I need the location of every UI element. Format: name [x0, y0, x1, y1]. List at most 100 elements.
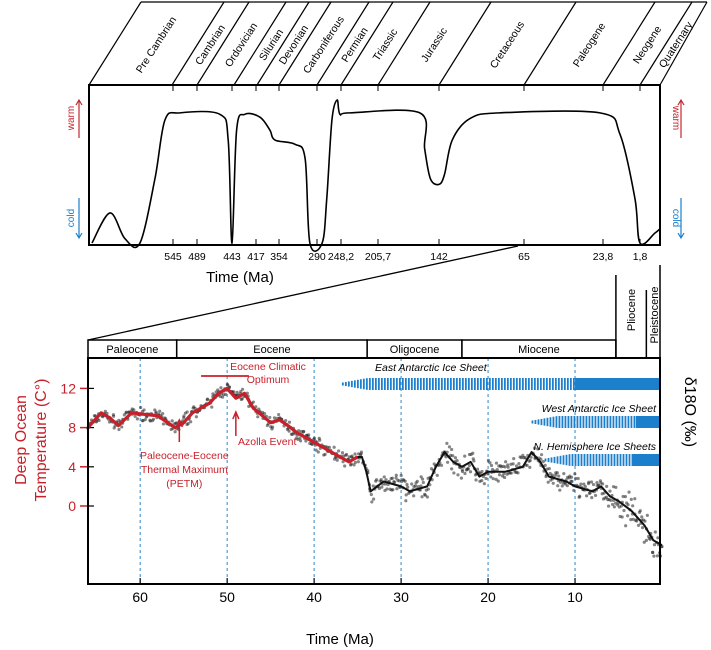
scatter-point	[284, 418, 288, 423]
ice-sheet-partial-mark	[485, 378, 488, 390]
scatter-point	[343, 464, 347, 468]
ice-sheet-partial-mark	[461, 378, 464, 390]
ice-sheet-partial-mark	[344, 381, 347, 387]
scatter-point	[349, 462, 353, 466]
scatter-point	[132, 408, 136, 412]
scatter-point	[560, 484, 564, 488]
scatter-point	[606, 504, 611, 508]
ice-sheet-partial-mark	[556, 456, 559, 464]
scatter-point	[556, 484, 560, 488]
period-divider	[196, 1, 250, 86]
ice-sheet-partial-mark	[586, 454, 589, 466]
scatter-point	[143, 418, 147, 422]
scatter-point	[405, 482, 409, 487]
scatter-point	[335, 458, 339, 462]
scatter-point	[612, 505, 616, 509]
scatter-point	[399, 473, 403, 478]
ice-sheet-partial-mark	[383, 378, 386, 390]
ice-sheet-partial-mark	[546, 417, 549, 427]
scatter-point	[404, 499, 408, 503]
scatter-point	[240, 387, 245, 391]
ice-sheet-partial-mark	[542, 378, 545, 390]
period-divider	[340, 1, 394, 86]
ice-sheet-partial-mark	[359, 379, 362, 389]
ice-sheet-partial-mark	[428, 378, 431, 390]
ice-sheet-partial-mark	[572, 378, 575, 390]
scatter-point	[504, 460, 508, 464]
scatter-point	[421, 480, 425, 485]
up-arrow-icon	[677, 98, 685, 106]
ice-sheet-partial-mark	[533, 378, 536, 390]
cold-label-right-text: cold	[670, 209, 681, 227]
x-axis-title: Time (Ma)	[206, 269, 274, 286]
x-tick-label: 205,7	[365, 251, 391, 263]
scatter-point	[420, 477, 425, 481]
scatter-point	[463, 471, 467, 476]
x-tick-label: 40	[306, 589, 322, 605]
x-axis-title: Time (Ma)	[306, 631, 374, 648]
azolla-label: Azolla Event	[238, 436, 296, 448]
scatter-point	[374, 478, 379, 482]
ice-sheet-partial-mark	[573, 416, 576, 428]
period-divider	[88, 1, 142, 86]
ice-sheet-partial-mark	[368, 378, 371, 390]
warm-label-right-text: warm	[670, 105, 681, 130]
y-axis-title-line: Temperature (C°)	[33, 379, 50, 502]
scatter-point	[631, 504, 635, 508]
period-label: Triassic	[371, 27, 401, 64]
scatter-point	[536, 447, 540, 451]
ice-sheet-partial-mark	[407, 378, 410, 390]
y-axis-title-line: Deep Ocean	[13, 395, 30, 485]
scatter-point	[572, 488, 576, 493]
ice-sheet-partial-mark	[600, 416, 603, 428]
ice-sheet-partial-mark	[494, 378, 497, 390]
ice-sheet-partial-mark	[568, 454, 571, 466]
ice-sheet-partial-mark	[416, 378, 419, 390]
scatter-point	[182, 414, 186, 418]
ice-sheet-partial-mark	[431, 378, 434, 390]
scatter-point	[626, 514, 630, 518]
x-tick-label: 248,2	[328, 251, 354, 263]
ice-sheet-partial-mark	[557, 378, 560, 390]
ice-sheet-partial-mark	[633, 416, 636, 428]
ice-sheet-partial-mark	[537, 419, 540, 425]
ice-sheet-partial-mark	[569, 378, 572, 390]
scatter-point	[480, 479, 484, 483]
ice-sheet-partial-mark	[449, 378, 452, 390]
x-tick-label: 23,8	[593, 251, 614, 263]
scatter-point	[629, 497, 633, 501]
cold-label-left: cold	[66, 209, 77, 227]
scatter-point	[496, 479, 500, 483]
scatter-point	[235, 390, 239, 394]
period-divider	[377, 1, 431, 86]
scatter-point	[394, 473, 398, 477]
scatter-point	[627, 490, 631, 494]
ice-sheet-partial-mark	[404, 378, 407, 390]
ice-sheet-partial-mark	[592, 454, 595, 466]
period-label: Paleogene	[571, 21, 608, 70]
scatter-point	[151, 417, 156, 421]
scatter-point	[239, 389, 243, 394]
x-tick-label: 417	[247, 251, 265, 263]
scatter-point	[390, 476, 395, 480]
period-label: Ordovician	[223, 21, 260, 70]
ice-sheet-partial-mark	[401, 378, 404, 390]
ice-sheet-partial-mark	[616, 454, 619, 466]
scatter-point	[307, 433, 311, 437]
ice-sheet-partial-mark	[553, 456, 556, 464]
x-tick-label: 1,8	[633, 251, 648, 263]
ice-sheet-partial-mark	[567, 416, 570, 428]
scatter-point	[578, 494, 582, 498]
petm-arrow-icon	[175, 418, 184, 428]
ice-sheet-partial-mark	[515, 378, 518, 390]
scatter-point	[210, 405, 214, 409]
x-tick-label: 30	[393, 589, 409, 605]
ice-sheet-partial-mark	[455, 378, 458, 390]
scatter-point	[488, 461, 492, 465]
scatter-point	[314, 448, 318, 452]
ice-sheet-partial-mark	[570, 416, 573, 428]
scatter-point	[447, 445, 452, 449]
x-tick-label: 10	[567, 589, 583, 605]
ice-sheet-partial-mark	[350, 380, 353, 388]
scatter-point	[318, 438, 322, 442]
